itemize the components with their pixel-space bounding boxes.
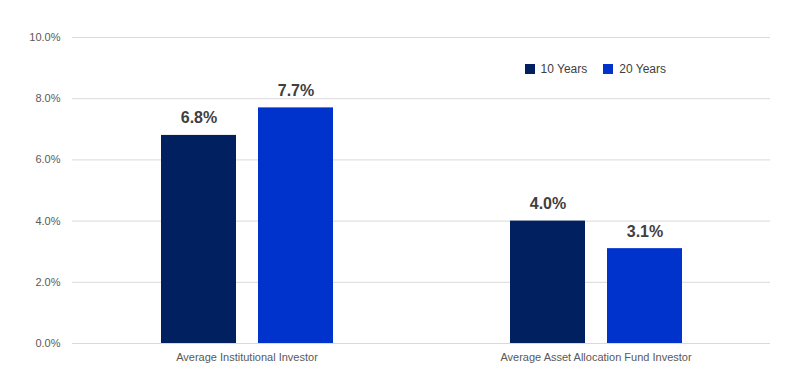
svg-text:4.0%: 4.0% (35, 215, 60, 227)
svg-text:10.0%: 10.0% (29, 31, 60, 43)
svg-text:4.0%: 4.0% (530, 195, 566, 212)
svg-text:Average Asset Allocation Fund: Average Asset Allocation Fund Investor (500, 351, 692, 363)
svg-text:0.0%: 0.0% (35, 337, 60, 349)
svg-text:6.0%: 6.0% (35, 153, 60, 165)
svg-text:3.1%: 3.1% (627, 223, 663, 240)
svg-text:2.0%: 2.0% (35, 276, 60, 288)
svg-text:7.7%: 7.7% (278, 82, 314, 99)
html-text:20 Years: 20 Years (619, 62, 666, 76)
html-text:10 Years: 10 Years (540, 62, 588, 76)
svg-text:6.8%: 6.8% (181, 109, 217, 126)
svg-text:8.0%: 8.0% (35, 92, 60, 104)
svg-text:Average Institutional Investor: Average Institutional Investor (176, 351, 318, 363)
